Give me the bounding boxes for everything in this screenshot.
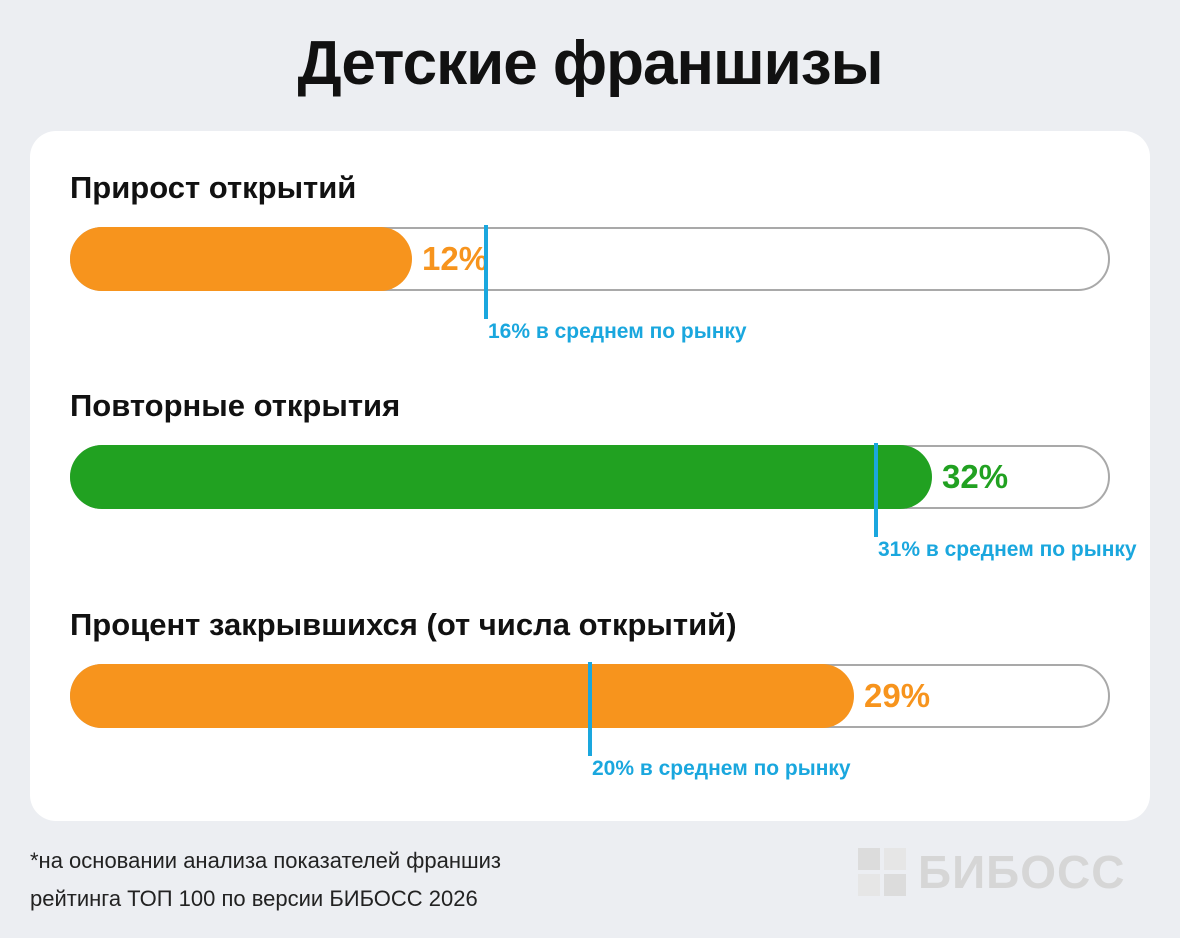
brand-logo: БИБОСС [858,846,1126,898]
metric-label-0: Прирост открытий [70,170,357,205]
footnote: *на основании анализа показателей франши… [30,842,501,918]
bar-fill-2 [70,664,854,728]
metric-label-2: Процент закрывшихся (от числа открытий) [70,607,737,642]
footnote-line-2: рейтинга ТОП 100 по версии БИБОСС 2026 [30,886,478,911]
market-average-marker-2 [588,662,592,756]
market-average-label-0: 16% в среднем по рынку [488,320,747,343]
market-average-label-1: 31% в среднем по рынку [878,538,1137,561]
page-title: Детские франшизы [297,29,883,98]
bar-value-label-0: 12% [422,240,489,277]
footnote-line-1: *на основании анализа показателей франши… [30,848,502,873]
bibos-logo-icon [858,848,906,896]
market-average-marker-1 [874,443,878,537]
bar-value-label-1: 32% [942,458,1009,495]
bar-fill-1 [70,445,932,509]
market-average-label-2: 20% в среднем по рынку [592,757,851,780]
market-average-marker-0 [484,225,488,319]
logo-text: БИБОСС [918,846,1126,898]
bar-fill-0 [70,227,412,291]
metric-label-1: Повторные открытия [70,388,401,423]
bar-value-label-2: 29% [864,677,931,714]
